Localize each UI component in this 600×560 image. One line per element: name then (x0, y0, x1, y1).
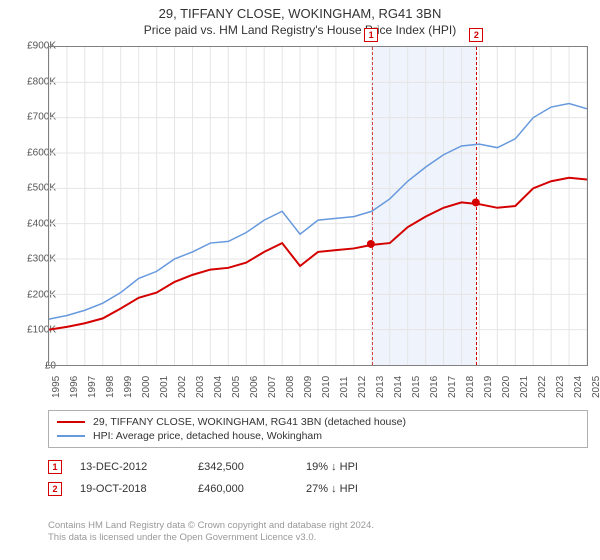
x-tick-label: 2025 (591, 376, 600, 398)
x-tick-label: 2024 (573, 376, 584, 398)
x-tick-label: 2014 (393, 376, 404, 398)
sales-row-price: £460,000 (198, 483, 288, 495)
attribution-text: Contains HM Land Registry data © Crown c… (48, 520, 588, 545)
x-tick-label: 2004 (213, 376, 224, 398)
x-tick-label: 1997 (87, 376, 98, 398)
x-tick-label: 1999 (123, 376, 134, 398)
x-tick-label: 2015 (411, 376, 422, 398)
x-tick-label: 2020 (501, 376, 512, 398)
legend: 29, TIFFANY CLOSE, WOKINGHAM, RG41 3BN (… (48, 410, 588, 448)
legend-swatch-property (57, 421, 85, 423)
x-tick-label: 2019 (483, 376, 494, 398)
sales-row-price: £342,500 (198, 461, 288, 473)
x-tick-label: 2002 (177, 376, 188, 398)
x-tick-label: 2007 (267, 376, 278, 398)
x-tick-label: 2003 (195, 376, 206, 398)
x-tick-label: 2021 (519, 376, 530, 398)
x-tick-label: 2023 (555, 376, 566, 398)
sales-row: 1 13-DEC-2012 £342,500 19% ↓ HPI (48, 456, 588, 478)
chart-plot-area (48, 46, 588, 366)
legend-label-hpi: HPI: Average price, detached house, Woki… (93, 430, 322, 442)
x-tick-label: 2001 (159, 376, 170, 398)
x-tick-label: 2008 (285, 376, 296, 398)
chart-title: 29, TIFFANY CLOSE, WOKINGHAM, RG41 3BN (0, 0, 600, 21)
sale-marker-1: 1 (364, 28, 378, 42)
sales-row: 2 19-OCT-2018 £460,000 27% ↓ HPI (48, 478, 588, 500)
sale-marker-2: 2 (469, 28, 483, 42)
sales-row-date: 19-OCT-2018 (80, 483, 180, 495)
x-tick-label: 2018 (465, 376, 476, 398)
x-tick-label: 2012 (357, 376, 368, 398)
sales-row-pct: 27% ↓ HPI (306, 483, 426, 495)
x-axis-labels: 1995 1996 1997 1998 1999 2000 2001 2002 2003 2004… (48, 370, 588, 410)
legend-label-property: 29, TIFFANY CLOSE, WOKINGHAM, RG41 3BN (… (93, 416, 406, 428)
x-tick-label: 2000 (141, 376, 152, 398)
x-tick-label: 1995 (51, 376, 62, 398)
x-tick-label: 1996 (69, 376, 80, 398)
sales-row-marker: 1 (48, 460, 62, 474)
sales-row-date: 13-DEC-2012 (80, 461, 180, 473)
x-tick-label: 2006 (249, 376, 260, 398)
chart-subtitle: Price paid vs. HM Land Registry's House … (0, 21, 600, 43)
x-tick-label: 2017 (447, 376, 458, 398)
chart-svg (49, 47, 587, 365)
sales-row-marker: 2 (48, 482, 62, 496)
x-tick-label: 2010 (321, 376, 332, 398)
x-tick-label: 2016 (429, 376, 440, 398)
sales-row-pct: 19% ↓ HPI (306, 461, 426, 473)
x-tick-label: 2013 (375, 376, 386, 398)
x-tick-label: 2022 (537, 376, 548, 398)
x-tick-label: 2005 (231, 376, 242, 398)
attribution-line1: Contains HM Land Registry data © Crown c… (48, 520, 588, 532)
legend-row-property: 29, TIFFANY CLOSE, WOKINGHAM, RG41 3BN (… (57, 415, 579, 429)
sales-table: 1 13-DEC-2012 £342,500 19% ↓ HPI 2 19-OCT-201… (48, 456, 588, 500)
attribution-line2: This data is licensed under the Open Gov… (48, 532, 588, 544)
legend-swatch-hpi (57, 435, 85, 437)
x-tick-label: 2011 (339, 376, 350, 398)
legend-row-hpi: HPI: Average price, detached house, Woki… (57, 429, 579, 443)
x-tick-label: 1998 (105, 376, 116, 398)
x-tick-label: 2009 (303, 376, 314, 398)
